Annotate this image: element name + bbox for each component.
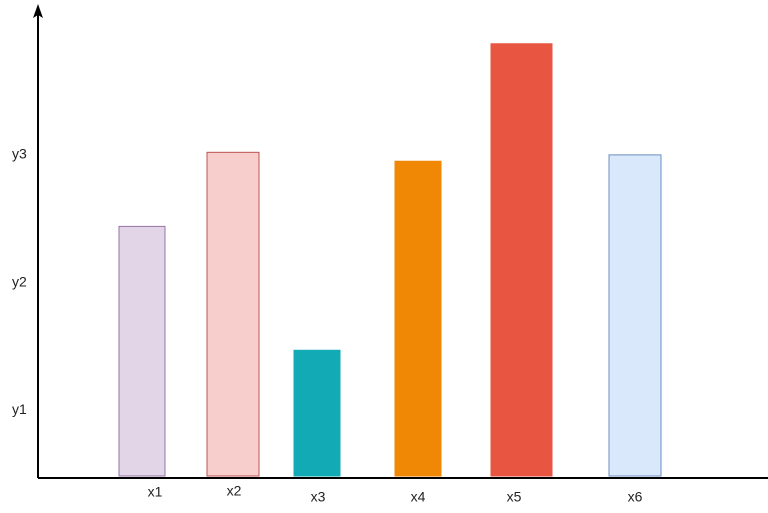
bar xyxy=(118,225,166,477)
bar xyxy=(490,43,553,477)
y-tick-label: y3 xyxy=(12,146,27,162)
x-tick-label: x5 xyxy=(507,489,522,505)
y-axis-arrow xyxy=(33,4,43,18)
bar xyxy=(394,160,442,477)
bar xyxy=(206,151,260,477)
bar xyxy=(608,154,662,477)
y-tick-label: y2 xyxy=(12,273,27,289)
bar xyxy=(293,349,341,477)
x-tick-label: x4 xyxy=(411,489,426,505)
x-tick-label: x1 xyxy=(148,484,163,500)
x-tick-label: x6 xyxy=(628,489,643,505)
x-tick-label: x3 xyxy=(311,489,326,505)
y-tick-label: y1 xyxy=(12,401,27,417)
x-tick-label: x2 xyxy=(227,483,242,499)
